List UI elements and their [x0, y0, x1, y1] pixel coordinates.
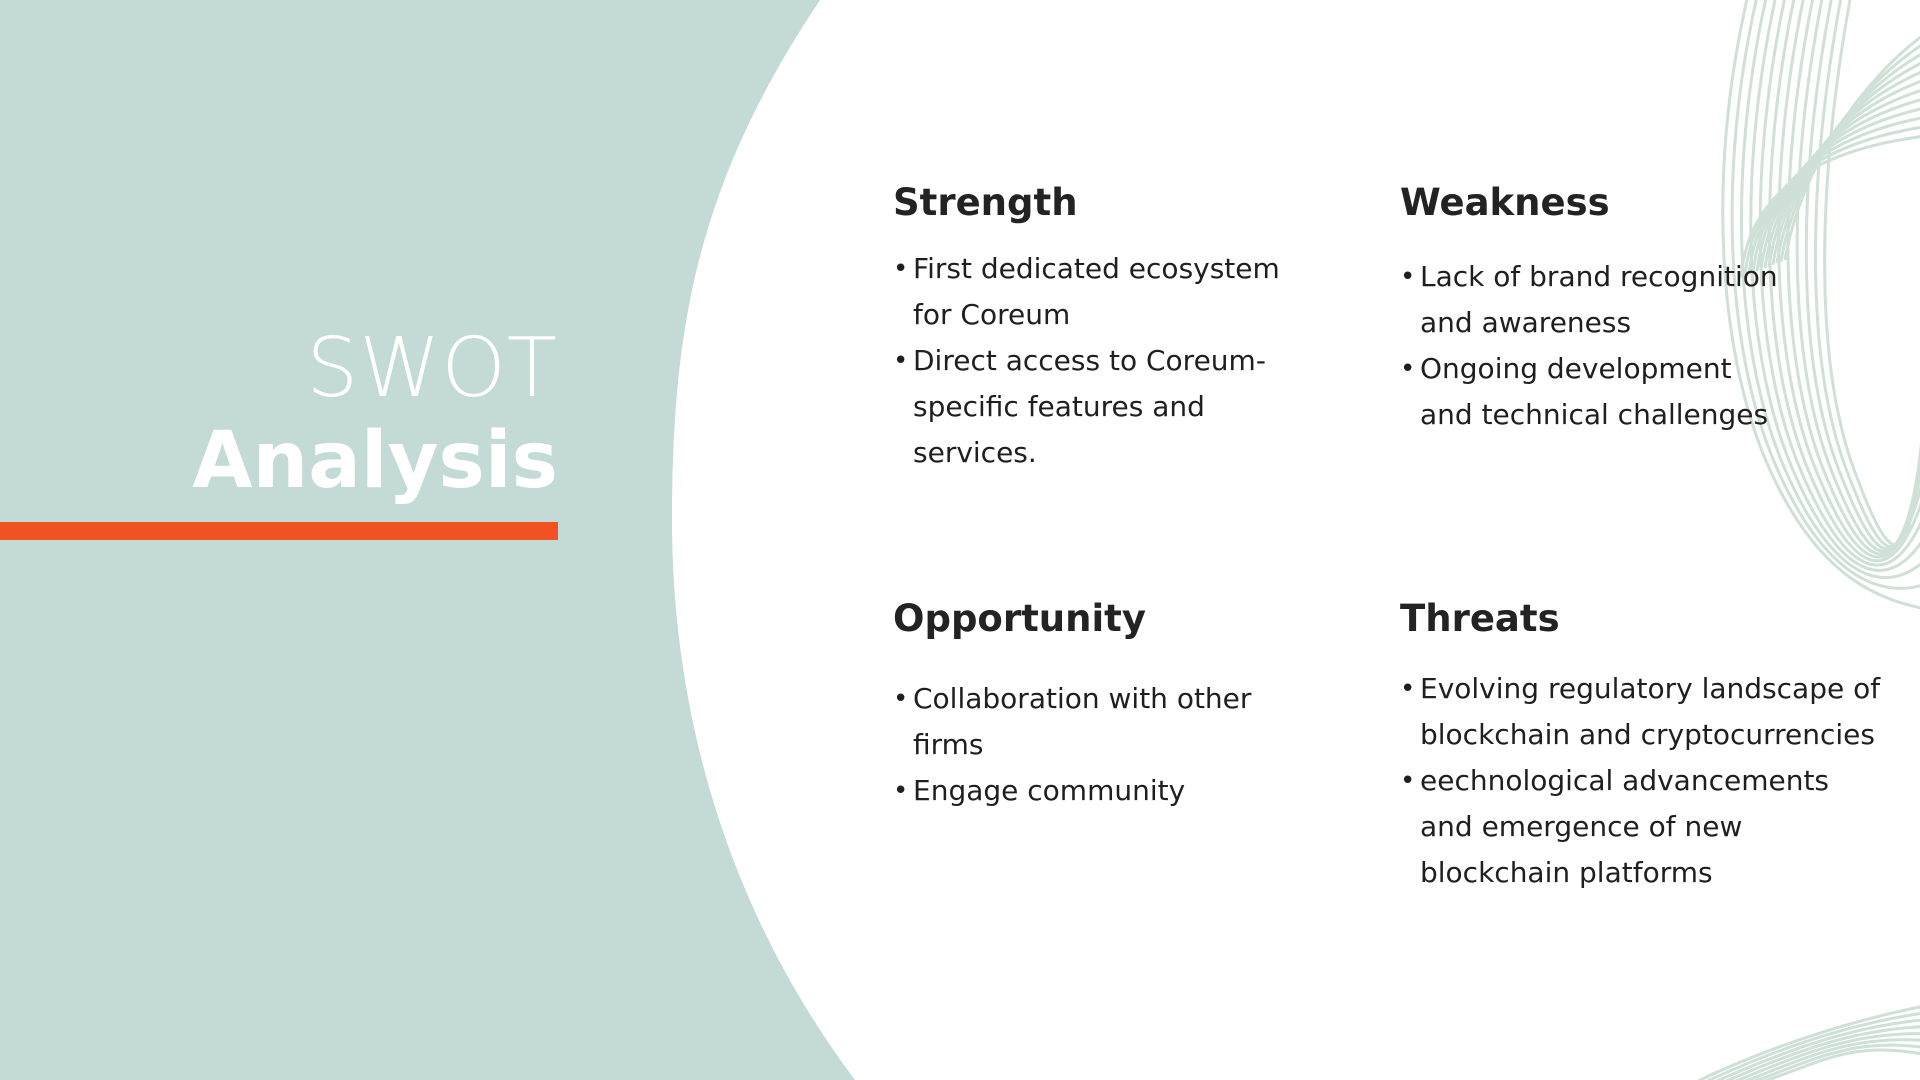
list-item: • eechnological advancements and emergenc… [1400, 758, 1890, 896]
list-item: • Collaboration with other firms [893, 676, 1323, 768]
wave-line [1730, 0, 1920, 590]
opportunity-heading: Opportunity [893, 597, 1146, 640]
wave-line [1696, 1005, 1920, 1080]
wave-line [1721, 0, 1920, 610]
opportunity-section: Opportunity • Collaboration with other fi… [893, 596, 1323, 814]
wave-line [1749, 0, 1920, 572]
list-item-text: eechnological advancements and emergence… [1420, 764, 1830, 889]
bullet-icon: • [1400, 674, 1416, 704]
wave-line [1763, 1048, 1920, 1080]
list-item: • Engage community [893, 768, 1323, 814]
bullet-icon: • [1400, 766, 1416, 796]
strength-section: Strength • First dedicated ecosystem for … [893, 180, 1323, 476]
threats-heading: Threats [1400, 597, 1560, 640]
list-item-text: First dedicated ecosystem for Coreum [913, 252, 1280, 331]
accent-bar [0, 522, 558, 540]
strength-list: • First dedicated ecosystem for Coreum • D… [893, 246, 1323, 476]
bullet-icon: • [1400, 262, 1416, 292]
wave-line [1767, 0, 1920, 562]
wave-line [1734, 1032, 1920, 1080]
list-item-text: Direct access to Coreum-specific feature… [913, 344, 1266, 469]
wave-line [1739, 135, 1920, 278]
strength-heading: Strength [893, 181, 1078, 224]
list-item: • Lack of brand recognition and awareness [1400, 254, 1790, 346]
weakness-heading: Weakness [1400, 181, 1610, 224]
bullet-icon: • [893, 776, 909, 806]
weakness-section: Weakness • Lack of brand recognition and … [1400, 180, 1790, 438]
wave-line [1753, 1043, 1920, 1080]
wave-line [1715, 1018, 1920, 1080]
list-item-text: Collaboration with other firms [913, 682, 1252, 761]
opportunity-list: • Collaboration with other firms • Engage … [893, 676, 1323, 814]
wave-line [1743, 1038, 1920, 1080]
list-item-text: Ongoing development and technical challe… [1420, 352, 1769, 431]
list-item: • Evolving regulatory landscape of blockc… [1400, 666, 1890, 758]
list-item: • Direct access to Coreum-specific featur… [893, 338, 1323, 476]
wave-line [1814, 0, 1920, 549]
left-curved-panel [0, 0, 855, 1080]
title-swot: SWOT [306, 321, 558, 416]
wave-line [1739, 0, 1920, 580]
bullet-icon: • [1400, 354, 1416, 384]
bullet-icon: • [893, 346, 909, 376]
list-item: • Ongoing development and technical chall… [1400, 346, 1790, 438]
weakness-list: • Lack of brand recognition and awareness… [1400, 254, 1790, 438]
list-item-text: Lack of brand recognition and awareness [1420, 260, 1778, 339]
wave-line [1706, 1012, 1920, 1080]
title-analysis: Analysis [192, 416, 558, 506]
list-item-text: Engage community [913, 774, 1186, 807]
slide-title: SWOT Analysis [192, 323, 558, 507]
bullet-icon: • [893, 254, 909, 284]
list-item: • First dedicated ecosystem for Coreum [893, 246, 1323, 338]
wave-line [1758, 0, 1920, 567]
bullet-icon: • [893, 684, 909, 714]
threats-list: • Evolving regulatory landscape of blockc… [1400, 666, 1890, 896]
wave-line [1777, 0, 1920, 559]
list-item-text: Evolving regulatory landscape of blockch… [1420, 672, 1881, 751]
threats-section: Threats • Evolving regulatory landscape o… [1400, 596, 1890, 896]
wave-lines-decoration [1696, 0, 1920, 1080]
wave-line [1724, 1025, 1920, 1080]
